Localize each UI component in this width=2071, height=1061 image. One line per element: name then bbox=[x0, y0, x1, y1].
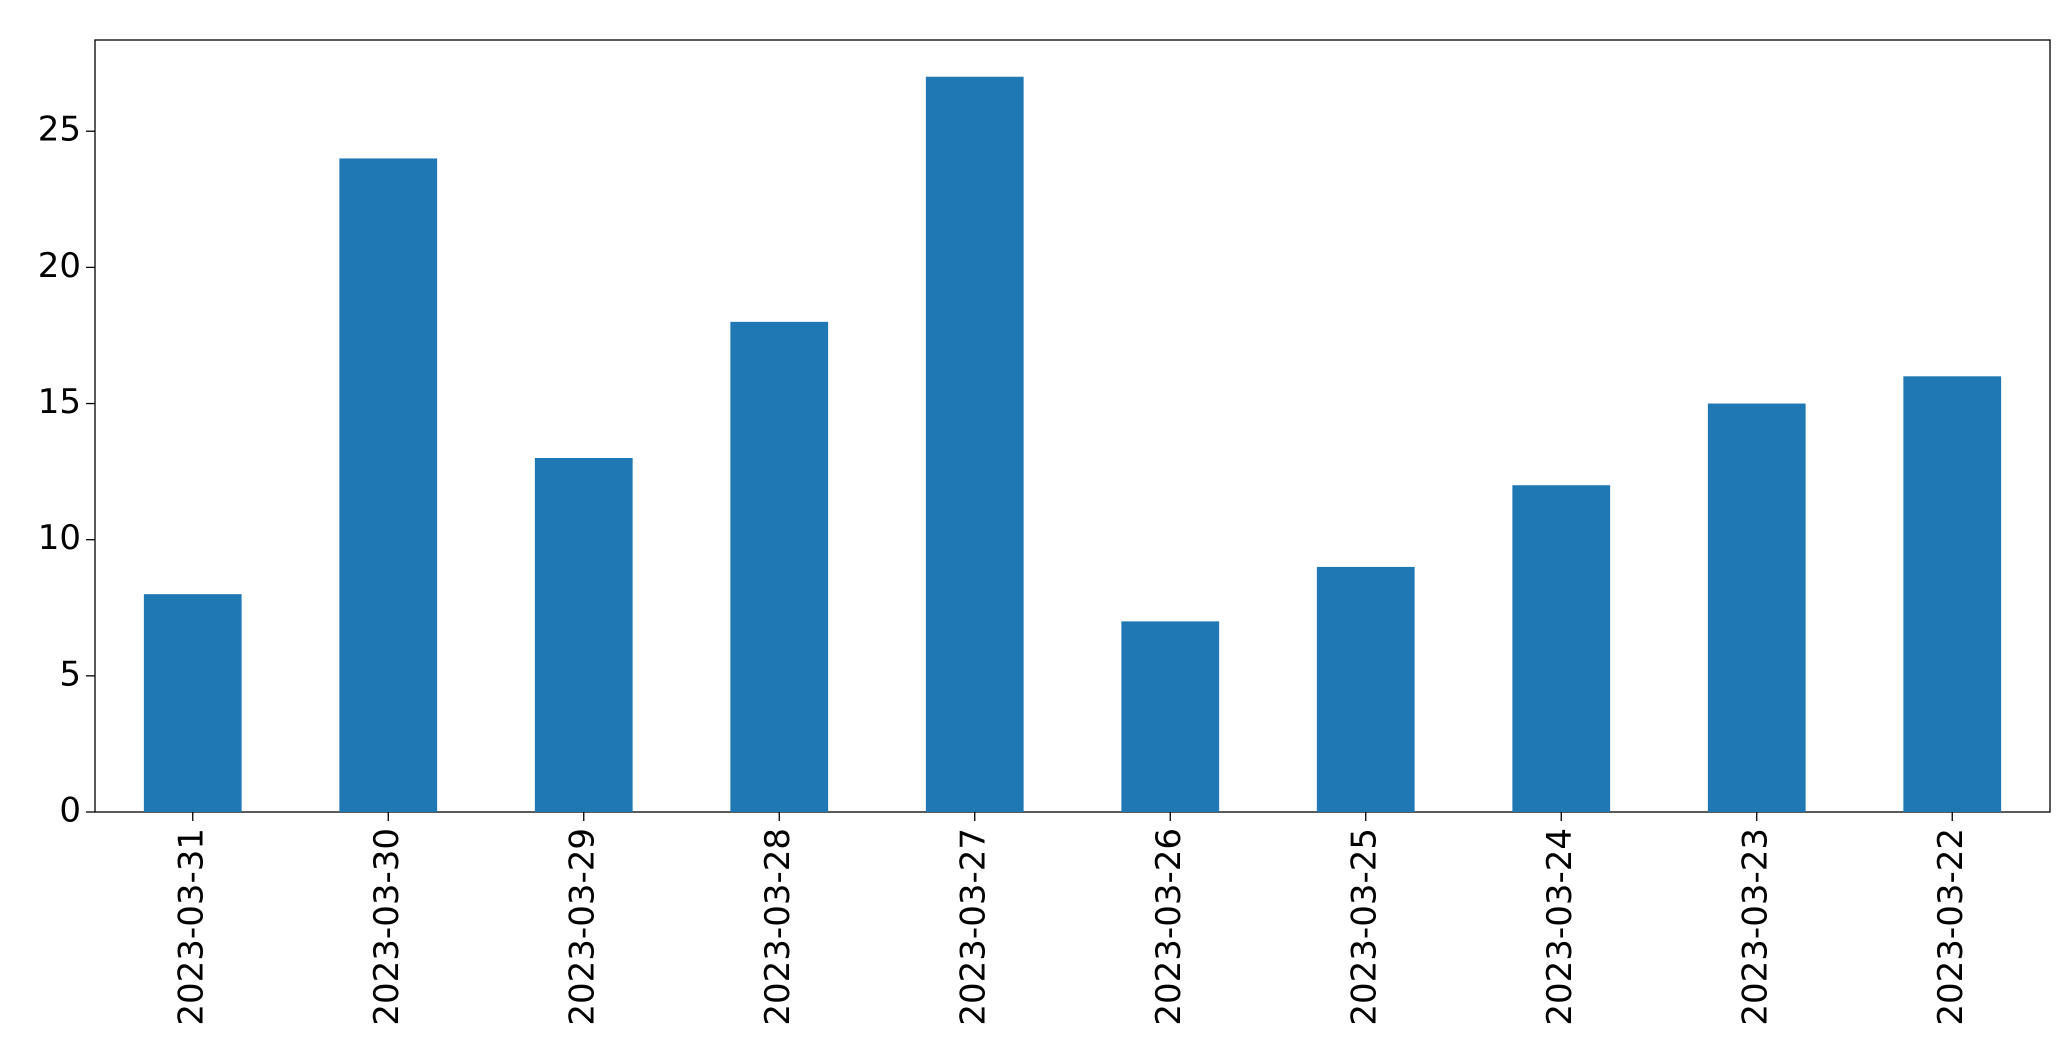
y-tick-label: 25 bbox=[38, 110, 81, 150]
x-tick-label: 2023-03-28 bbox=[758, 828, 798, 1026]
bar bbox=[925, 76, 1024, 812]
bar bbox=[1707, 403, 1806, 812]
y-tick-label: 20 bbox=[38, 246, 81, 286]
x-tick-label: 2023-03-30 bbox=[367, 828, 407, 1026]
x-tick-label: 2023-03-29 bbox=[562, 828, 602, 1026]
x-tick-label: 2023-03-26 bbox=[1149, 828, 1189, 1026]
bar bbox=[339, 158, 438, 813]
x-tick-label: 2023-03-23 bbox=[1735, 828, 1775, 1026]
y-tick-label: 15 bbox=[38, 382, 81, 422]
bar bbox=[730, 321, 829, 812]
x-tick-label: 2023-03-27 bbox=[953, 828, 993, 1026]
bar bbox=[1121, 621, 1220, 812]
x-tick-label: 2023-03-24 bbox=[1540, 828, 1580, 1026]
bar bbox=[143, 594, 242, 812]
y-tick-label: 0 bbox=[59, 791, 81, 831]
y-tick-label: 10 bbox=[38, 518, 81, 558]
x-tick-label: 2023-03-22 bbox=[1931, 828, 1971, 1026]
bar bbox=[1903, 376, 2002, 812]
plot-frame bbox=[94, 39, 2051, 813]
y-tick-label: 5 bbox=[59, 654, 81, 694]
bar bbox=[534, 457, 633, 812]
x-tick-label: 2023-03-25 bbox=[1344, 828, 1384, 1026]
x-tick-label: 2023-03-31 bbox=[171, 828, 211, 1026]
bar bbox=[1316, 566, 1415, 812]
bar bbox=[1512, 485, 1611, 812]
